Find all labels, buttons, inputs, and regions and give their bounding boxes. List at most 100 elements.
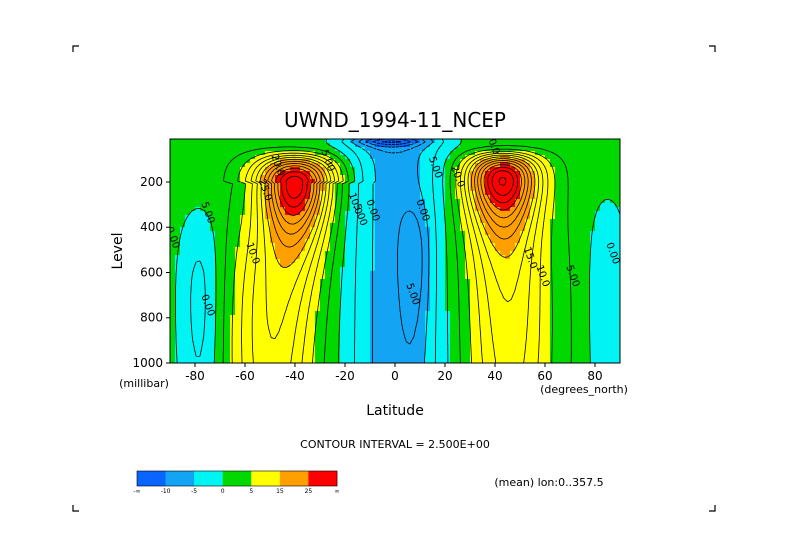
field-cell <box>505 219 511 224</box>
field-cell <box>265 235 271 240</box>
field-cell <box>175 259 181 264</box>
field-cell <box>605 311 611 316</box>
field-cell <box>240 359 246 363</box>
field-cell <box>285 295 291 300</box>
field-cell <box>350 219 356 224</box>
field-cell <box>210 251 216 256</box>
field-cell <box>210 319 216 324</box>
field-cell <box>215 311 221 316</box>
field-cell <box>175 175 181 180</box>
field-cell <box>480 195 486 200</box>
field-cell <box>290 187 296 192</box>
field-cell <box>570 339 576 344</box>
field-cell <box>455 163 461 168</box>
field-cell <box>415 263 421 268</box>
field-cell <box>355 331 361 336</box>
field-cell <box>310 159 316 164</box>
field-cell <box>610 287 616 292</box>
field-cell <box>195 147 201 152</box>
field-cell <box>570 275 576 280</box>
field-cell <box>465 287 471 292</box>
field-cell <box>210 183 216 188</box>
field-cell <box>280 327 286 332</box>
field-cell <box>360 275 366 280</box>
field-cell <box>470 271 476 276</box>
field-cell <box>265 339 271 344</box>
field-cell <box>340 307 346 312</box>
field-cell <box>590 147 596 152</box>
field-cell <box>530 179 536 184</box>
field-cell <box>545 303 551 308</box>
field-cell <box>230 263 236 268</box>
field-cell <box>390 207 396 212</box>
field-cell <box>600 215 606 220</box>
field-cell <box>375 167 381 172</box>
field-cell <box>565 247 571 252</box>
field-cell <box>510 343 516 348</box>
field-cell <box>505 355 511 360</box>
field-cell <box>595 219 601 224</box>
field-cell <box>530 275 536 280</box>
field-cell <box>545 235 551 240</box>
field-cell <box>580 139 586 144</box>
field-cell <box>345 323 351 328</box>
field-cell <box>305 343 311 348</box>
field-cell <box>475 271 481 276</box>
field-cell <box>215 139 221 144</box>
field-cell <box>185 235 191 240</box>
field-cell <box>270 291 276 296</box>
field-cell <box>615 155 620 160</box>
field-cell <box>175 183 181 188</box>
field-cell <box>475 167 481 172</box>
field-cell <box>480 323 486 328</box>
field-cell <box>230 175 236 180</box>
field-cell <box>595 163 601 168</box>
field-cell <box>585 227 591 232</box>
field-cell <box>575 207 581 212</box>
field-cell <box>285 319 291 324</box>
field-cell <box>470 159 476 164</box>
field-cell <box>285 347 291 352</box>
field-cell <box>420 327 426 332</box>
field-cell <box>300 347 306 352</box>
field-cell <box>510 231 516 236</box>
field-cell <box>215 335 221 340</box>
field-cell <box>225 171 231 176</box>
field-cell <box>350 183 356 188</box>
field-cell <box>460 247 466 252</box>
field-cell <box>360 143 366 148</box>
field-cell <box>540 335 546 340</box>
field-cell <box>260 271 266 276</box>
field-cell <box>500 255 506 260</box>
field-cell <box>235 319 241 324</box>
field-cell <box>450 255 456 260</box>
field-cell <box>435 243 441 248</box>
field-cell <box>240 179 246 184</box>
field-cell <box>375 203 381 208</box>
field-cell <box>220 143 226 148</box>
field-cell <box>435 219 441 224</box>
field-cell <box>340 283 346 288</box>
field-cell <box>485 311 491 316</box>
field-cell <box>475 251 481 256</box>
field-cell <box>185 255 191 260</box>
field-cell <box>265 291 271 296</box>
field-cell <box>420 295 426 300</box>
field-cell <box>185 271 191 276</box>
field-cell <box>435 359 441 363</box>
field-cell <box>605 151 611 156</box>
field-cell <box>520 279 526 284</box>
field-cell <box>490 327 496 332</box>
field-cell <box>335 175 341 180</box>
field-cell <box>610 215 616 220</box>
field-cell <box>530 199 536 204</box>
field-cell <box>585 291 591 296</box>
field-cell <box>465 151 471 156</box>
field-cell <box>260 243 266 248</box>
field-cell <box>550 183 556 188</box>
field-cell <box>445 279 451 284</box>
field-cell <box>260 155 266 160</box>
field-cell <box>285 335 291 340</box>
field-cell <box>235 347 241 352</box>
field-cell <box>420 315 426 320</box>
